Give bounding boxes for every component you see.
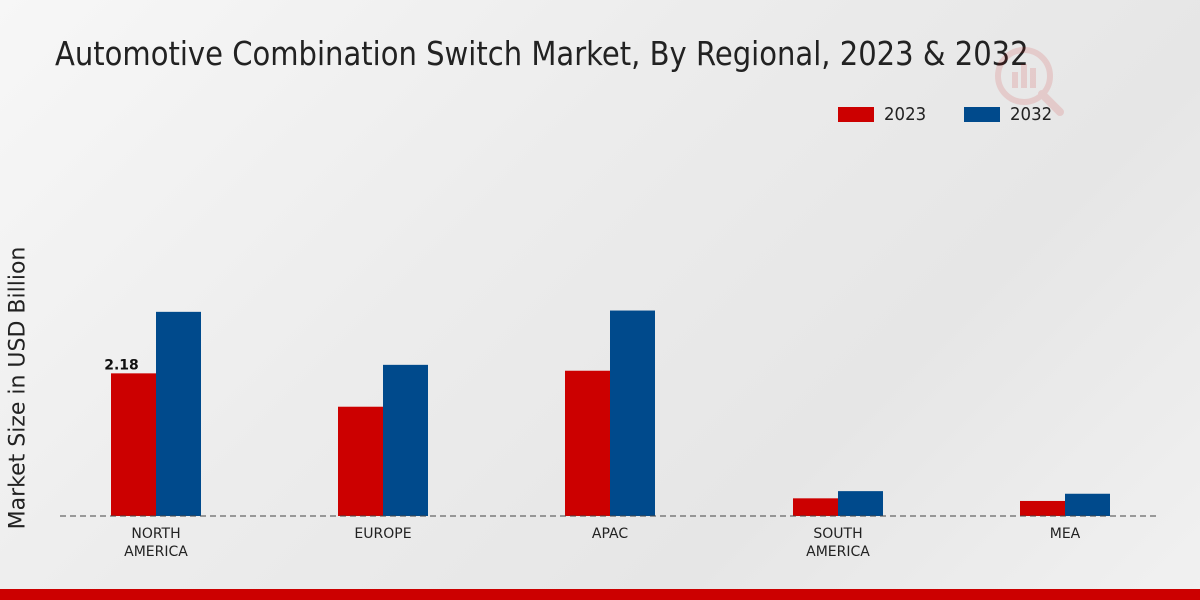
bar-2023-3 (793, 498, 838, 516)
legend-label-2032: 2032 (1009, 104, 1052, 125)
x-tick-label: NORTH AMERICA (124, 526, 188, 560)
data-label: 2.18 (104, 357, 139, 373)
watermark-logo-icon (995, 47, 1064, 116)
x-tick-label: SOUTH AMERICA (806, 526, 870, 560)
legend-swatch-2023 (838, 107, 874, 122)
x-tick-label: EUROPE (354, 526, 411, 542)
bar-2032-1 (383, 364, 428, 516)
bar-2023-0 (111, 373, 156, 516)
bar-2032-3 (838, 491, 883, 516)
x-tick-label: APAC (592, 526, 628, 542)
bar-2023-2 (565, 370, 610, 516)
chart-title: Automotive Combination Switch Market, By… (55, 34, 1029, 73)
bar-2032-2 (610, 310, 655, 516)
bar-2023-1 (338, 406, 383, 516)
bar-2032-0 (156, 311, 201, 516)
legend-item-2023: 2023 (838, 104, 930, 125)
legend: 2023 2032 (838, 104, 1090, 125)
x-tick-label: MEA (1050, 526, 1081, 542)
bar-2023-4 (1020, 500, 1065, 516)
bar-2032-4 (1065, 493, 1110, 516)
legend-swatch-2032 (963, 107, 1000, 122)
bottom-accent-bar (0, 589, 1200, 600)
legend-label-2023: 2023 (884, 104, 927, 125)
legend-item-2032: 2032 (963, 104, 1056, 125)
